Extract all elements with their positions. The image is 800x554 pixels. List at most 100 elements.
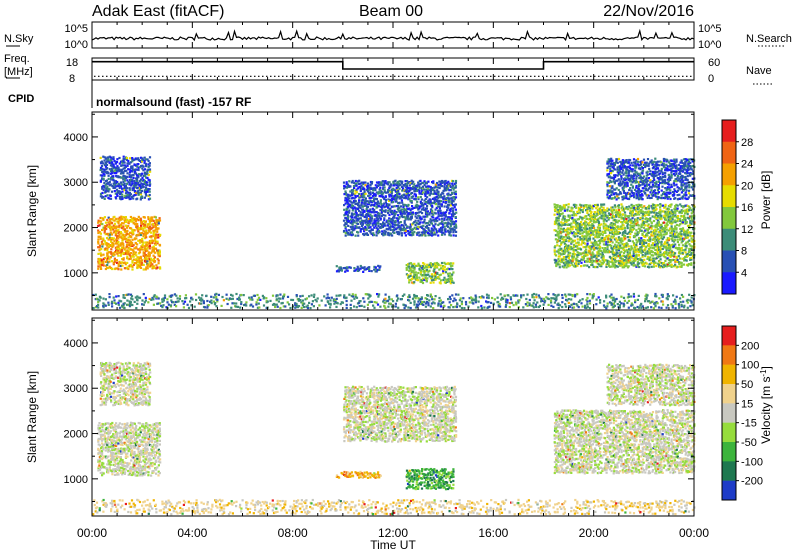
power-cell	[352, 204, 355, 207]
power-cell	[112, 224, 115, 227]
power-cell	[620, 264, 623, 267]
power-cell	[344, 266, 347, 270]
power-cell	[114, 162, 118, 165]
power-cell	[577, 228, 580, 231]
power-cell	[433, 202, 436, 205]
power-cell	[375, 198, 378, 201]
power-cell	[137, 186, 140, 189]
power-cell	[601, 210, 604, 213]
power-cell	[412, 180, 415, 183]
power-cell	[413, 221, 416, 224]
power-cell	[605, 227, 608, 230]
power-cell	[596, 243, 599, 246]
power-cell	[557, 217, 560, 220]
power-cell	[401, 185, 404, 188]
power-cell	[380, 190, 383, 193]
power-cell	[624, 264, 627, 267]
freq-right-tick-top: 60	[708, 57, 720, 69]
power-cell	[351, 192, 354, 195]
power-cell	[107, 156, 110, 159]
power-cell	[567, 218, 570, 222]
power-cell	[594, 204, 597, 207]
power-cell	[109, 244, 112, 247]
power-cell	[621, 205, 624, 208]
power-cell	[114, 192, 117, 195]
power-cell	[120, 248, 124, 251]
power-cell	[154, 216, 157, 219]
power-cell	[617, 157, 621, 161]
power-cell	[99, 192, 103, 195]
power-cell	[120, 198, 123, 201]
power-cell	[104, 195, 107, 198]
power-cell	[412, 228, 415, 231]
power-cell	[567, 261, 571, 264]
power-cell	[557, 227, 560, 230]
power-cell	[564, 215, 567, 218]
power-cell	[562, 240, 565, 243]
power-cell	[396, 185, 400, 189]
power-cell	[450, 277, 453, 280]
power-cell	[141, 248, 144, 251]
power-cell	[138, 257, 141, 260]
power-cell	[649, 256, 652, 259]
power-cell	[344, 216, 347, 220]
power-cell	[557, 258, 560, 261]
power-cell	[640, 204, 643, 207]
power-cell	[613, 238, 616, 241]
power-cell	[133, 194, 136, 197]
power-cell	[107, 216, 110, 219]
power-cell	[455, 230, 458, 233]
power-cell	[99, 237, 102, 240]
power-cell	[620, 207, 623, 210]
power-cell	[631, 247, 634, 250]
power-cell	[353, 216, 356, 219]
power-cell	[423, 215, 426, 218]
power-cell	[429, 192, 432, 195]
power-cell	[615, 265, 618, 268]
power-cell	[686, 213, 689, 216]
power-cell	[605, 228, 608, 231]
power-cell	[145, 158, 148, 161]
power-cell	[429, 262, 432, 265]
power-cell	[127, 225, 130, 228]
power-cell	[411, 264, 415, 268]
power-cell	[403, 232, 406, 235]
power-cell	[149, 183, 152, 186]
power-cell	[589, 221, 592, 224]
power-cell	[621, 227, 624, 230]
power-cell	[423, 266, 426, 270]
power-cell	[449, 184, 452, 188]
power-cell	[158, 266, 162, 269]
power-cell	[407, 195, 410, 198]
power-cell	[611, 236, 614, 239]
power-cell	[382, 204, 385, 207]
power-cell	[407, 276, 410, 279]
power-cell	[349, 221, 352, 224]
power-cell	[112, 163, 115, 166]
power-cell	[141, 239, 144, 242]
power-cell	[152, 245, 155, 248]
power-cell	[134, 172, 138, 175]
power-cell	[151, 263, 154, 266]
power-cell	[345, 210, 348, 213]
power-cell	[148, 223, 151, 226]
power-cell	[606, 248, 609, 251]
power-cell	[566, 233, 569, 236]
power-cell	[100, 267, 103, 270]
power-cell	[451, 264, 454, 267]
power-cell	[370, 270, 373, 273]
power-cell	[564, 233, 568, 236]
power-cell	[105, 258, 109, 261]
power-cell	[376, 201, 379, 205]
power-cell	[113, 183, 116, 186]
power-cell	[135, 181, 138, 185]
power-cell	[628, 248, 631, 251]
power-cell	[97, 242, 100, 245]
power-cell	[591, 261, 594, 264]
power-cell	[629, 239, 632, 242]
power-cell	[627, 219, 630, 222]
power-cell	[633, 248, 637, 251]
power-cell	[607, 212, 611, 215]
power-cell	[600, 208, 603, 212]
power-cell	[620, 238, 623, 241]
